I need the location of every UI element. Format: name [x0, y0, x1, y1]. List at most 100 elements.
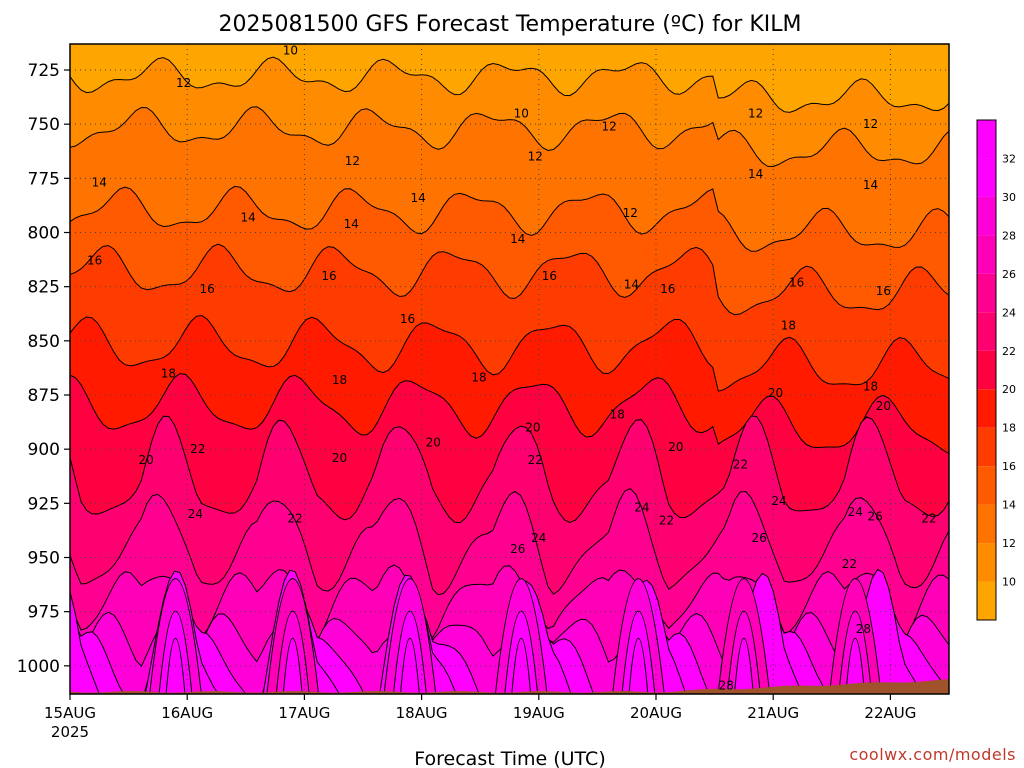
colorbar-label-28: 28 [1002, 229, 1016, 242]
colorbar-label-20: 20 [1002, 383, 1016, 396]
colorbar-swatch-0 [977, 581, 996, 620]
contour-label-26: 18 [332, 373, 347, 387]
y-tick-label-750: 750 [28, 115, 60, 135]
x-tick-label-21AUG: 21AUG [747, 704, 799, 722]
x-tick-label-19AUG: 19AUG [513, 704, 565, 722]
contour-labels: 10 10 12 12 12 12 12 12 12 14 14 14 14 14 14 14 14 16 16 16… [87, 44, 937, 692]
contour-label-15: 14 [748, 167, 763, 181]
colorbar-label-10: 10 [1002, 576, 1016, 589]
contour-label-54: 28 [719, 678, 734, 692]
contour-label-35: 20 [668, 440, 683, 454]
contour-label-5: 12 [601, 119, 616, 133]
contour-label-49: 24 [848, 505, 863, 519]
contour-label-36: 20 [768, 386, 783, 400]
y-tick-label-900: 900 [28, 440, 60, 460]
contour-label-47: 24 [634, 501, 649, 515]
colorbar-label-30: 30 [1002, 191, 1016, 204]
contour-label-38: 22 [190, 442, 205, 456]
colorbar-frame [976, 119, 997, 621]
contour-label-25: 18 [161, 366, 176, 380]
warm-core-2-2 [399, 638, 420, 694]
credit-text: coolwx.com/models [849, 745, 1016, 764]
colorbar-swatch-1 [977, 543, 996, 582]
contour-label-44: 22 [921, 512, 936, 526]
contour-label-3: 12 [345, 154, 360, 168]
contour-label-10: 14 [241, 210, 256, 224]
colorbar-label-26: 26 [1002, 268, 1016, 281]
contour-label-33: 20 [426, 436, 441, 450]
y-tick-label-1000: 1000 [17, 657, 60, 677]
colorbar-swatch-7 [977, 312, 996, 351]
y-tick-label-825: 825 [28, 278, 60, 298]
contour-label-21: 16 [542, 269, 557, 283]
contour-label-9: 14 [92, 176, 107, 190]
colorbar-swatch-12 [977, 120, 996, 159]
contour-label-16: 14 [863, 178, 878, 192]
contour-label-31: 20 [139, 453, 154, 467]
y-tick-label-975: 975 [28, 603, 60, 623]
contour-label-43: 22 [842, 557, 857, 571]
colorbar: 10 12 14 16 18 20 22 24 26 28 30 32 [976, 119, 1016, 621]
warm-core-4-2 [628, 638, 649, 694]
colorbar-swatch-11 [977, 158, 996, 197]
contour-label-39: 22 [287, 512, 302, 526]
contour-label-53: 28 [856, 622, 871, 636]
warm-core-5-2 [733, 638, 754, 694]
colorbar-swatch-3 [977, 466, 996, 505]
y-tick-label-950: 950 [28, 549, 60, 569]
contour-label-12: 14 [410, 191, 425, 205]
contour-label-11: 14 [344, 217, 359, 231]
colorbar-label-32: 32 [1002, 152, 1016, 165]
contour-label-23: 16 [789, 275, 804, 289]
colorbar-swatch-2 [977, 504, 996, 544]
y-tick-label-925: 925 [28, 494, 60, 514]
contour-label-27: 18 [471, 371, 486, 385]
warm-core-3-2 [511, 638, 532, 694]
colorbar-label-14: 14 [1002, 499, 1016, 512]
colorbar-label-18: 18 [1002, 422, 1016, 435]
y-tick-label-850: 850 [28, 332, 60, 352]
contour-label-50: 26 [510, 542, 525, 556]
contour-label-51: 26 [751, 531, 766, 545]
colorbar-label-24: 24 [1002, 306, 1016, 319]
grid [70, 44, 949, 694]
contour-label-2: 12 [176, 76, 191, 90]
contour-label-18: 16 [199, 282, 214, 296]
colorbar-swatch-9 [977, 235, 996, 274]
contour-label-45: 24 [188, 507, 203, 521]
x-tick-label-15AUG: 15AUG [44, 704, 96, 722]
colorbar-label-22: 22 [1002, 345, 1016, 358]
contour-label-22: 16 [660, 282, 675, 296]
contour-label-46: 24 [531, 531, 546, 545]
colorbar-swatch-8 [977, 273, 996, 313]
contour-label-0: 10 [283, 44, 298, 58]
x-tick-label-18AUG: 18AUG [396, 704, 448, 722]
contour-label-17: 16 [87, 254, 102, 268]
contour-label-4: 12 [528, 150, 543, 164]
plot-area: 10 10 12 12 12 12 12 12 12 14 14 14 14 14 14 14 14 16 16 16… [70, 44, 949, 694]
contour-label-29: 18 [781, 319, 796, 333]
plot-frame [69, 43, 950, 695]
contour-label-7: 12 [863, 117, 878, 131]
chart-title: 2025081500 GFS Forecast Temperature (ºC)… [219, 12, 802, 37]
colorbar-swatch-5 [977, 389, 996, 428]
contour-label-24: 16 [876, 284, 891, 298]
contour-label-19: 16 [321, 269, 336, 283]
contour-label-6: 12 [748, 106, 763, 120]
contour-label-37: 20 [876, 399, 891, 413]
y-tick-label-800: 800 [28, 224, 60, 244]
contour-label-28: 18 [610, 408, 625, 422]
colorbar-swatch-4 [977, 427, 996, 467]
x-tick-label-17AUG: 17AUG [278, 704, 330, 722]
y-tick-label-875: 875 [28, 386, 60, 406]
contour-label-41: 22 [659, 514, 674, 528]
colorbar-swatch-10 [977, 196, 996, 236]
contour-label-34: 20 [525, 421, 540, 435]
contour-label-20: 16 [400, 312, 415, 326]
colorbar-label-12: 12 [1002, 537, 1016, 550]
x-axis-title: Forecast Time (UTC) [414, 748, 605, 768]
y-tick-label-775: 775 [28, 169, 60, 189]
x-tick-label-16AUG: 16AUG [161, 704, 213, 722]
